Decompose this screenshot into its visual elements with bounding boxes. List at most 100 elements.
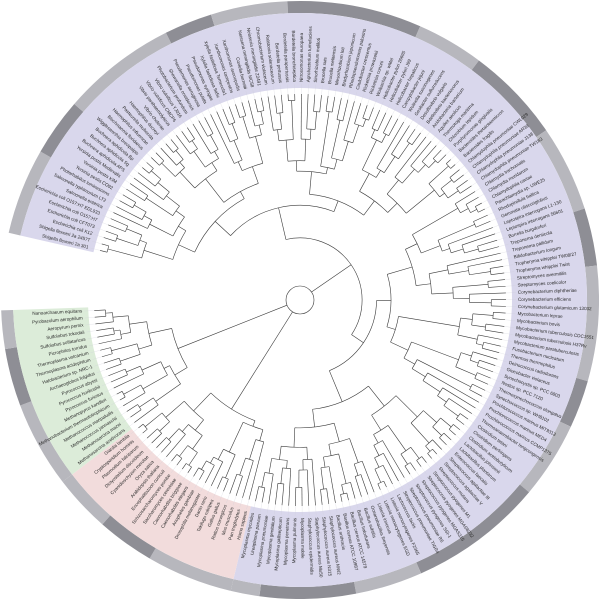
leaf-guide: [361, 496, 365, 507]
branch-arc: [230, 138, 239, 143]
branch-line: [328, 444, 332, 456]
branch-line: [477, 365, 494, 373]
leaf-guide: [121, 177, 131, 184]
branch-line: [447, 190, 459, 199]
branch-arc: [469, 383, 473, 390]
branch-line: [485, 329, 504, 334]
branch-line: [309, 129, 312, 140]
branch-line: [233, 140, 243, 161]
branch-line: [361, 461, 375, 493]
leaf-label-bacteria: Mycoplasma pulmonis: [291, 517, 297, 563]
branch-line: [432, 426, 442, 436]
branch-line: [490, 265, 504, 269]
leaf-label-bacteria: Staphylococcus aureus Mu50: [314, 517, 324, 578]
leaf-guide: [266, 86, 269, 97]
branch-arc: [475, 206, 479, 213]
branch-line: [432, 449, 438, 455]
branch-arc: [136, 343, 141, 355]
ring-segment: [353, 562, 422, 594]
leaf-label-bacteria: Nitrosomonas europaea: [299, 33, 304, 83]
branch-line: [192, 123, 212, 154]
branch-arc: [205, 158, 219, 168]
branch-line: [268, 458, 272, 474]
branch-arc: [328, 438, 350, 445]
branch-line: [341, 484, 344, 494]
branch-line: [229, 474, 238, 494]
leaf-label-bacteria: Staphylococcus aureus N315: [321, 516, 332, 576]
branch-line: [277, 129, 280, 141]
branch-line: [451, 248, 464, 254]
leaf-guide: [334, 87, 337, 97]
leaf-guide: [87, 337, 98, 340]
branch-line: [278, 207, 287, 240]
branch-line: [427, 453, 432, 459]
branch-line: [383, 156, 396, 173]
branch-line: [267, 96, 274, 131]
ring-segment: [573, 208, 598, 267]
branch-line: [129, 321, 147, 325]
branch-line: [254, 98, 259, 112]
leaf-guide: [504, 326, 515, 328]
branch-line: [99, 250, 108, 253]
leaf-guide: [170, 465, 177, 474]
leaf-guide: [153, 140, 161, 149]
branch-arc: [141, 211, 147, 220]
branch-line: [437, 395, 447, 403]
branch-line: [237, 161, 243, 171]
branch-line: [210, 114, 235, 164]
branch-line: [261, 487, 266, 503]
leaf-label-bacteria: Mycobacterium bovis: [517, 318, 561, 327]
branch-line: [179, 171, 196, 189]
branch-arc: [277, 482, 284, 485]
branch-arc: [119, 329, 122, 339]
leaf-guide: [176, 468, 183, 478]
branch-line: [123, 384, 141, 395]
ring-segment: [165, 14, 215, 44]
branch-arc: [137, 234, 143, 246]
branch-line: [199, 470, 205, 480]
leaf-guide: [135, 432, 143, 440]
branch-line: [443, 432, 452, 441]
leaf-guide: [252, 89, 255, 100]
leaf-guide: [459, 163, 468, 170]
tree-branches: [94, 94, 507, 506]
leaf-guide: [348, 500, 352, 510]
leaf-guide: [431, 133, 438, 142]
leaf-label-bacteria: Streptomyces avermitilis: [517, 271, 568, 281]
leaf-guide: [188, 476, 194, 485]
leaf-guide: [213, 488, 218, 498]
branch-line: [373, 434, 379, 444]
ring-segment: [471, 60, 547, 138]
branch-line: [405, 189, 435, 214]
branch-line: [325, 167, 328, 174]
branch-arc: [432, 417, 441, 428]
branch-line: [448, 429, 456, 436]
leaf-guide: [118, 411, 127, 418]
branch-line: [387, 425, 407, 451]
leaf-guide: [159, 456, 167, 465]
ring-segment: [1, 310, 17, 350]
leaf-guide: [219, 491, 224, 501]
branch-arc: [176, 159, 184, 166]
leaf-guide: [455, 434, 464, 442]
branch-line: [191, 140, 198, 149]
branch-arc: [188, 424, 203, 436]
branch-arc: [437, 387, 443, 396]
branch-line: [225, 454, 236, 479]
branch-line: [387, 202, 398, 213]
branch-arc: [331, 157, 343, 162]
leaf-guide: [85, 323, 96, 326]
leaf-guide: [287, 84, 289, 95]
branch-line: [261, 97, 265, 111]
leaf-label-bacteria: Bordetella parapertussis: [282, 33, 290, 83]
branch-line: [255, 486, 260, 502]
branch-line: [143, 250, 173, 260]
branch-arc: [210, 149, 219, 154]
branch-line: [482, 347, 500, 353]
domain-sector-archaea: [13, 307, 132, 475]
leaf-guide: [398, 480, 404, 490]
leaf-guide: [467, 419, 477, 426]
leaf-guide: [497, 237, 507, 241]
leaf-guide: [314, 84, 316, 95]
